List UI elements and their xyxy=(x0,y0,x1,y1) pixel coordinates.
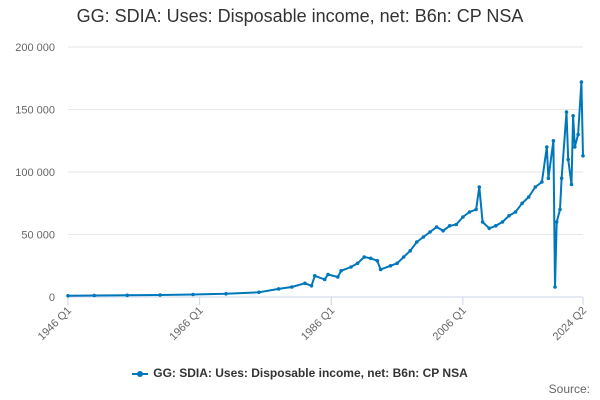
data-point xyxy=(513,210,518,214)
data-point xyxy=(257,290,261,295)
data-point xyxy=(434,225,439,229)
data-point xyxy=(533,185,538,189)
data-point xyxy=(480,220,485,224)
data-point xyxy=(362,255,367,259)
data-point xyxy=(378,267,383,272)
x-tick-label: 2006 Q1 xyxy=(431,305,469,343)
data-point xyxy=(158,293,162,297)
data-point xyxy=(461,215,465,219)
data-point xyxy=(276,287,281,291)
data-point xyxy=(540,180,544,184)
x-tick-label: 1966 Q1 xyxy=(167,305,205,343)
data-point xyxy=(553,285,557,289)
data-point xyxy=(290,285,294,289)
series-line xyxy=(67,81,584,297)
y-tick-label: 0 xyxy=(49,292,55,304)
data-point xyxy=(375,259,380,263)
data-point xyxy=(474,207,478,212)
data-point xyxy=(447,224,452,228)
data-point xyxy=(520,201,524,206)
data-point xyxy=(573,145,577,149)
data-point xyxy=(494,224,498,228)
gridlines xyxy=(68,46,583,235)
data-point xyxy=(428,230,432,234)
y-tick-label: 200 000 xyxy=(15,42,55,54)
data-point xyxy=(349,265,353,269)
x-axis-ticks: 1946 Q1 1966 Q1 1986 Q1 2006 Q1 2024 Q2 xyxy=(36,305,589,343)
data-point xyxy=(355,261,360,266)
legend[interactable]: GG: SDIA: Uses: Disposable income, net: … xyxy=(0,366,600,380)
data-point xyxy=(526,195,531,199)
y-tick-label: 100 000 xyxy=(15,167,55,179)
y-tick-label: 150 000 xyxy=(15,105,55,117)
data-point xyxy=(421,235,426,239)
data-point xyxy=(441,229,445,233)
data-point xyxy=(454,222,459,227)
data-point xyxy=(401,255,406,259)
data-point xyxy=(224,292,228,296)
data-point xyxy=(569,182,574,187)
series-layer xyxy=(66,80,585,298)
data-point xyxy=(313,274,317,278)
data-point xyxy=(309,284,314,288)
data-point xyxy=(326,272,330,277)
data-point xyxy=(388,264,393,268)
data-point xyxy=(551,139,556,143)
data-point xyxy=(415,240,419,244)
data-point xyxy=(467,210,472,214)
data-point xyxy=(336,275,340,279)
data-point xyxy=(559,176,564,181)
data-point xyxy=(581,154,585,158)
data-point xyxy=(191,292,195,297)
data-point xyxy=(66,294,70,298)
data-point xyxy=(487,226,492,231)
data-point xyxy=(408,249,413,253)
data-point xyxy=(564,110,569,114)
data-point xyxy=(507,214,511,218)
data-point xyxy=(566,157,570,162)
data-point xyxy=(545,145,549,149)
x-tick-label: 1946 Q1 xyxy=(36,305,74,343)
x-tick-label: 2024 Q2 xyxy=(551,305,589,343)
data-point xyxy=(395,261,399,266)
data-point xyxy=(92,293,97,298)
axes xyxy=(67,296,584,305)
data-point xyxy=(303,281,307,286)
data-point xyxy=(368,256,373,261)
data-point xyxy=(571,114,575,118)
source-label: Source: xyxy=(548,382,590,396)
y-axis-ticks: 0 50 000 100 000 150 000 200 000 xyxy=(15,42,55,304)
data-point xyxy=(558,207,562,212)
data-point xyxy=(576,132,580,137)
x-tick-label: 1986 Q1 xyxy=(299,305,337,343)
data-point xyxy=(554,220,559,224)
legend-swatch-icon xyxy=(132,370,149,377)
data-point xyxy=(546,176,551,181)
data-point xyxy=(579,80,584,84)
data-point xyxy=(125,293,129,298)
y-tick-label: 50 000 xyxy=(21,230,55,242)
chart-title: GG: SDIA: Uses: Disposable income, net: … xyxy=(76,6,524,26)
data-point xyxy=(477,185,482,189)
data-point xyxy=(322,277,327,282)
data-point xyxy=(339,269,343,273)
data-point xyxy=(500,220,505,224)
legend-label: GG: SDIA: Uses: Disposable income, net: … xyxy=(153,366,468,380)
